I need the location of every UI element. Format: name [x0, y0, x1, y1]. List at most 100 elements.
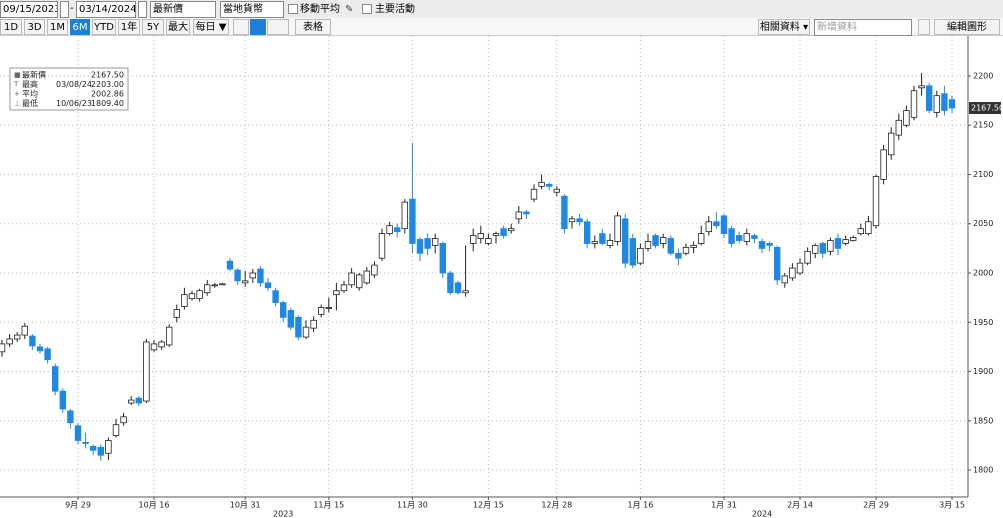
dropdown[interactable]: 當地貨幣 — [220, 1, 284, 18]
candle-body — [880, 149, 887, 180]
candle-body — [705, 221, 712, 233]
candle-body — [287, 310, 294, 328]
candle-body — [819, 243, 826, 254]
candle-body — [196, 290, 203, 300]
checkbox[interactable] — [362, 4, 372, 14]
related-dropdown[interactable]: 相關資料 ▾ — [758, 19, 810, 35]
candle-body — [13, 334, 21, 340]
dropdown[interactable]: 最新價 — [150, 1, 216, 18]
x-tick-label: 3月 15 — [939, 501, 965, 510]
x-tick-label: 10月 16 — [139, 501, 170, 510]
legend-value: 1809.40 — [91, 99, 124, 108]
checkbox-label[interactable]: 移動平均 — [300, 4, 340, 15]
y-tick-label: 2100 — [973, 170, 993, 179]
candle-body — [789, 267, 796, 279]
candle-body — [637, 247, 644, 264]
period-button[interactable]: YTD — [92, 19, 116, 35]
checkbox[interactable] — [288, 4, 298, 14]
candle-body — [21, 325, 28, 336]
candle-body — [515, 211, 522, 220]
candle-body — [203, 284, 211, 294]
pencil-icon[interactable]: ✎ — [345, 4, 354, 15]
candle-body — [903, 110, 910, 126]
x-tick-label: 1月 31 — [711, 501, 737, 510]
candle-body — [530, 188, 538, 200]
candle-body — [728, 228, 735, 244]
candle-body — [622, 218, 629, 264]
period-button[interactable]: 最大 — [166, 19, 190, 35]
date-input[interactable]: 09/15/2023 — [0, 1, 58, 18]
tool-button[interactable] — [918, 19, 930, 35]
candle-body — [44, 348, 51, 361]
candle-body — [188, 293, 196, 300]
candle-body — [226, 260, 234, 270]
legend-value: 2203.00 — [91, 80, 124, 89]
legend-label: 最高 — [22, 79, 38, 89]
candle-body — [112, 424, 120, 436]
period-button[interactable]: 6M — [70, 19, 90, 35]
candle-body — [576, 218, 583, 223]
edit-button[interactable]: 編輯圖形 — [934, 19, 1000, 35]
candle-body — [507, 228, 515, 232]
calendar-icon[interactable] — [138, 1, 147, 18]
candle-body — [211, 284, 218, 287]
candle-body — [67, 410, 74, 424]
candle-body — [842, 239, 849, 244]
tool-button[interactable] — [233, 19, 249, 35]
candle-body — [401, 201, 408, 230]
period-button[interactable]: 1D — [0, 19, 22, 35]
y-tick-label: 2050 — [973, 219, 993, 228]
candle-body — [105, 440, 112, 454]
legend-value: 2167.50 — [91, 71, 124, 80]
candle-body — [751, 235, 758, 239]
candle-body — [675, 252, 682, 259]
candle-body — [796, 262, 804, 274]
legend-label: 最低 — [22, 98, 38, 108]
candle-body — [652, 235, 659, 246]
x-tick-label: 12月 15 — [473, 501, 504, 510]
frequency-dropdown[interactable]: 每日 ▼ — [193, 19, 229, 35]
candle-body — [758, 241, 766, 249]
x-year-label: 2023 — [273, 510, 293, 518]
candle-body — [766, 243, 773, 246]
candle-body — [363, 270, 370, 284]
calendar-icon[interactable] — [60, 1, 69, 18]
candle-body — [120, 416, 127, 424]
legend-symbol: ⊥ — [14, 100, 20, 108]
candle-body — [355, 274, 363, 289]
legend-value: 2002.86 — [91, 90, 124, 99]
candle-body — [720, 215, 728, 234]
table-button[interactable]: 表格 — [295, 19, 331, 35]
candle-body — [736, 235, 743, 241]
candle-body — [546, 183, 553, 187]
last-price-label: 2167.50 — [971, 104, 1003, 113]
x-tick-label: 9月 29 — [65, 501, 91, 510]
period-button[interactable]: 5Y — [142, 19, 164, 35]
period-button[interactable]: 3D — [24, 19, 45, 35]
date-input[interactable]: 03/14/2024 — [76, 1, 136, 18]
candle-body — [538, 181, 545, 187]
legend-symbol: + — [14, 90, 20, 98]
candle-body — [660, 237, 667, 244]
legend-symbol: T — [13, 81, 19, 89]
x-tick-label: 10月 31 — [230, 501, 261, 510]
legend-date: 03/08/24 — [56, 80, 92, 89]
x-tick-label: 11月 30 — [397, 501, 428, 510]
add-data-input[interactable]: 新增資料 — [814, 19, 912, 36]
x-year-label: 2024 — [752, 510, 772, 518]
period-button[interactable]: 1年 — [118, 19, 140, 35]
candle-body — [127, 399, 135, 404]
separator: - — [70, 3, 74, 14]
checkbox-label[interactable]: 主要活動 — [375, 4, 415, 15]
candle-body — [888, 132, 895, 156]
candle-body — [553, 188, 560, 193]
candle-body — [279, 302, 287, 318]
candle-body — [249, 272, 256, 279]
candle-body — [234, 269, 241, 282]
tool-button[interactable] — [267, 19, 289, 35]
candle-body — [74, 425, 82, 441]
period-button[interactable]: 1M — [47, 19, 68, 35]
tool-button[interactable] — [250, 19, 266, 35]
candle-body — [371, 264, 378, 276]
